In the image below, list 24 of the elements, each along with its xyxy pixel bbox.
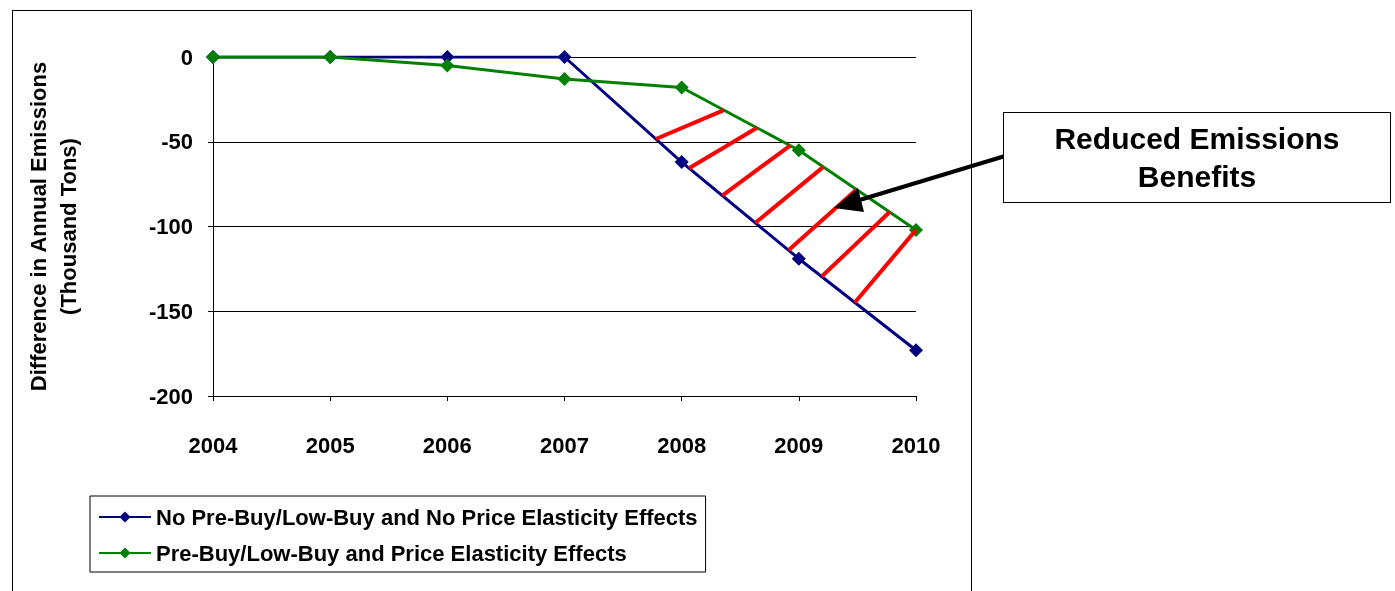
- x-tick-label: 2009: [774, 432, 824, 458]
- y-tick-label: 0: [180, 44, 193, 70]
- text: Reduced Emissions Benefits: [1003, 112, 1391, 203]
- x-tick-label: 2004: [188, 432, 239, 458]
- point: [791, 251, 806, 266]
- point: [440, 58, 455, 73]
- x-tick-label: 2008: [657, 432, 707, 458]
- point: [674, 80, 689, 95]
- point: [557, 72, 572, 87]
- legend-label: No Pre-Buy/Low-Buy and No Price Elasticity Effects: [156, 504, 698, 530]
- y-tick-label: -50: [161, 129, 193, 155]
- y-tick-label: -150: [148, 298, 193, 324]
- y-tick-label: -100: [148, 214, 193, 239]
- y-axis-title: Difference in Annual Emissions (Thousand Tons): [25, 61, 81, 392]
- x-tick-label: 2010: [891, 432, 941, 458]
- point: [791, 143, 806, 158]
- legend-label: Pre-Buy/Low-Buy and Price Elasticity Effects: [156, 540, 627, 566]
- x-tick-label: 2007: [540, 432, 589, 458]
- point: [909, 343, 923, 358]
- point: [557, 50, 572, 64]
- y-tick-label: -200: [148, 383, 193, 409]
- point: [674, 155, 689, 170]
- x-tick-label: 2006: [422, 432, 472, 458]
- x-tick-label: 2005: [305, 432, 355, 458]
